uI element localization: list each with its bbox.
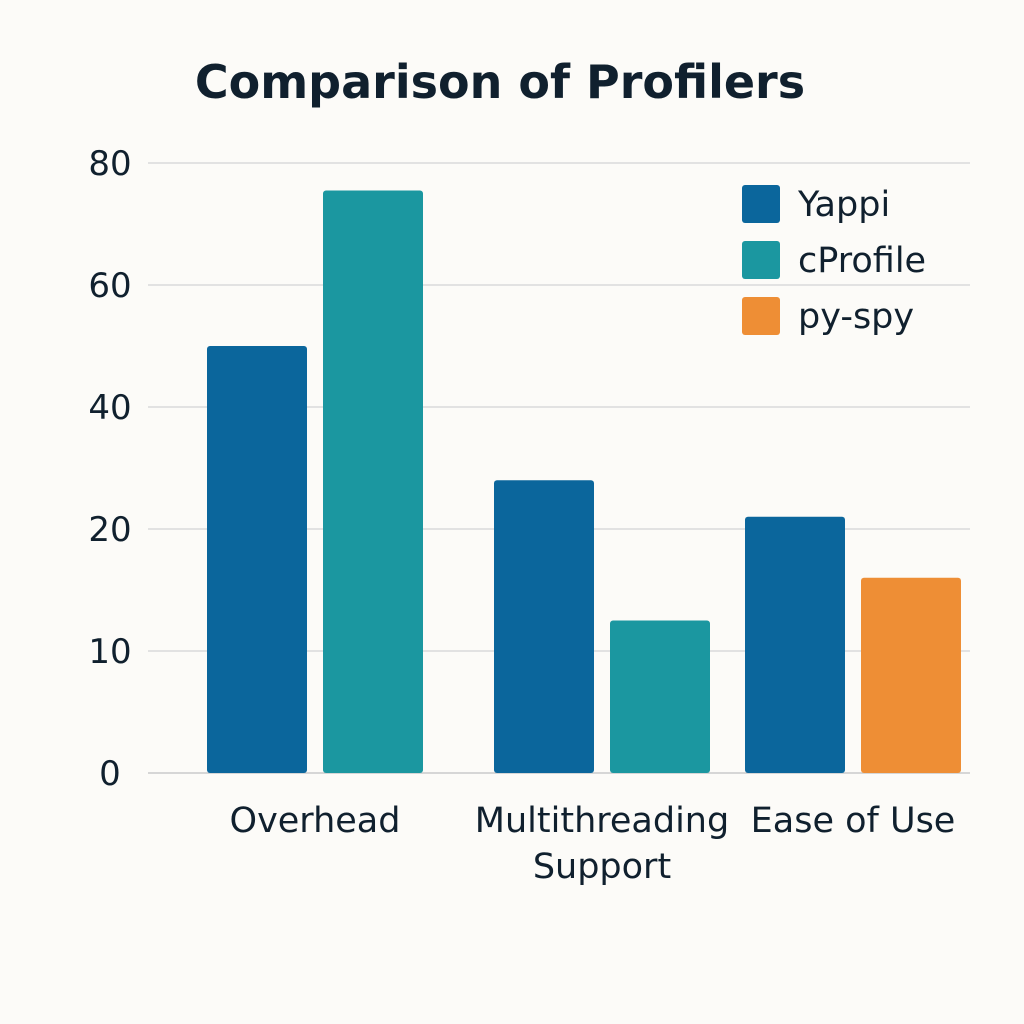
- legend-label: py-spy: [798, 297, 914, 337]
- y-tick-label: 80: [88, 144, 131, 184]
- x-category-label: Ease of Use: [751, 801, 956, 841]
- y-tick-label: 60: [88, 266, 131, 306]
- legend-swatch: [742, 185, 780, 223]
- bar-yappi-1: [494, 480, 594, 773]
- legend-label: Yappi: [797, 185, 890, 225]
- label-layer: 0 10 20 40 60 80 Overhead Multithreading Support…: [88, 144, 955, 887]
- bar-cprofile-0: [323, 190, 423, 773]
- legend-label: cProfile: [798, 241, 926, 281]
- legend-swatch: [742, 241, 780, 279]
- bar-cprofile-1: [610, 620, 710, 773]
- y-tick-label: 20: [88, 510, 131, 550]
- y-tick-label: 40: [88, 388, 131, 428]
- x-category-label-line: Support: [533, 847, 671, 887]
- y-tick-label: 10: [88, 632, 131, 672]
- x-category-label-line: Ease of Use: [751, 801, 956, 841]
- bar-layer: [207, 190, 961, 773]
- bar-yappi-2: [745, 516, 845, 773]
- x-category-label: Multithreading Support: [475, 801, 729, 887]
- bar-yappi-0: [207, 346, 307, 773]
- x-category-label-line: Overhead: [230, 801, 401, 841]
- chart-title: Comparison of Profilers: [195, 55, 805, 109]
- x-category-label: Overhead: [230, 801, 401, 841]
- y-tick-label: 0: [99, 754, 121, 794]
- x-category-label-line: Multithreading: [475, 801, 729, 841]
- legend-swatch: [742, 297, 780, 335]
- legend: Yappi cProfile py-spy: [742, 185, 926, 337]
- bar-py-spy-2: [861, 577, 961, 773]
